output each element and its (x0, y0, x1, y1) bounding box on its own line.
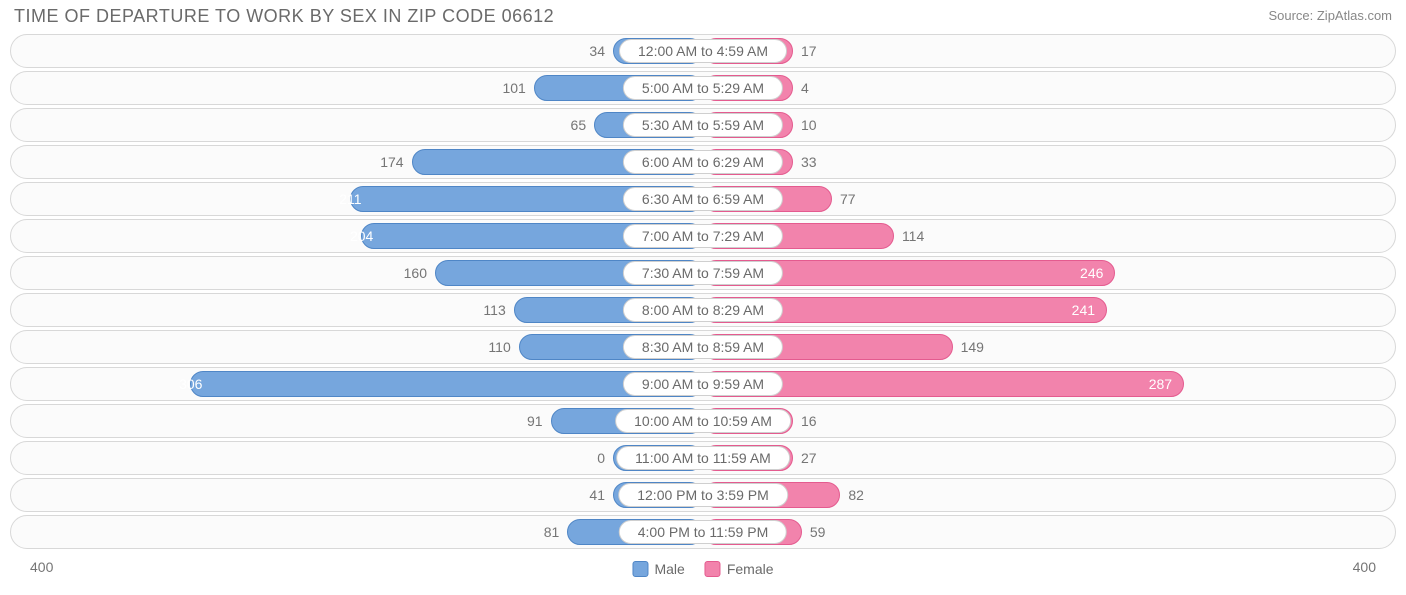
male-value: 91 (527, 413, 543, 429)
male-value: 174 (380, 154, 403, 170)
table-row: 306 287 9:00 AM to 9:59 AM (10, 367, 1396, 401)
category-label: 8:00 AM to 8:29 AM (623, 298, 783, 322)
table-row: 204 114 7:00 AM to 7:29 AM (10, 219, 1396, 253)
table-row: 211 77 6:30 AM to 6:59 AM (10, 182, 1396, 216)
male-value: 204 (350, 228, 373, 244)
category-label: 9:00 AM to 9:59 AM (623, 372, 783, 396)
female-value: 10 (801, 117, 817, 133)
female-value: 149 (961, 339, 984, 355)
category-label: 11:00 AM to 11:59 AM (616, 446, 790, 470)
category-label: 6:30 AM to 6:59 AM (623, 187, 783, 211)
female-value: 246 (1080, 265, 1103, 281)
legend-female-swatch (705, 561, 721, 577)
male-value: 0 (597, 450, 605, 466)
legend-male-swatch (632, 561, 648, 577)
category-label: 4:00 PM to 11:59 PM (619, 520, 787, 544)
legend-female-label: Female (727, 561, 774, 577)
male-value: 81 (544, 524, 560, 540)
female-value: 27 (801, 450, 817, 466)
chart-source: Source: ZipAtlas.com (1268, 8, 1392, 23)
table-row: 0 27 11:00 AM to 11:59 AM (10, 441, 1396, 475)
table-row: 110 149 8:30 AM to 8:59 AM (10, 330, 1396, 364)
legend-male-label: Male (654, 561, 684, 577)
legend-male: Male (632, 561, 684, 577)
male-value: 113 (483, 302, 505, 318)
female-value: 33 (801, 154, 817, 170)
table-row: 113 241 8:00 AM to 8:29 AM (10, 293, 1396, 327)
female-value: 287 (1149, 376, 1172, 392)
category-label: 5:00 AM to 5:29 AM (623, 76, 783, 100)
male-value: 160 (404, 265, 427, 281)
category-label: 6:00 AM to 6:29 AM (623, 150, 783, 174)
table-row: 81 59 4:00 PM to 11:59 PM (10, 515, 1396, 549)
legend-female: Female (705, 561, 774, 577)
male-value: 110 (488, 339, 510, 355)
chart-title: TIME OF DEPARTURE TO WORK BY SEX IN ZIP … (14, 6, 554, 27)
chart-container: TIME OF DEPARTURE TO WORK BY SEX IN ZIP … (0, 0, 1406, 595)
female-value: 77 (840, 191, 856, 207)
male-value: 306 (179, 376, 202, 392)
table-row: 160 246 7:30 AM to 7:59 AM (10, 256, 1396, 290)
male-value: 211 (339, 191, 361, 207)
category-label: 8:30 AM to 8:59 AM (623, 335, 783, 359)
category-label: 10:00 AM to 10:59 AM (615, 409, 791, 433)
male-value: 101 (502, 80, 525, 96)
table-row: 174 33 6:00 AM to 6:29 AM (10, 145, 1396, 179)
table-row: 101 4 5:00 AM to 5:29 AM (10, 71, 1396, 105)
table-row: 65 10 5:30 AM to 5:59 AM (10, 108, 1396, 142)
female-value: 241 (1072, 302, 1095, 318)
female-value: 4 (801, 80, 809, 96)
category-label: 7:30 AM to 7:59 AM (623, 261, 783, 285)
female-value: 59 (810, 524, 826, 540)
female-value: 16 (801, 413, 817, 429)
male-value: 34 (589, 43, 605, 59)
table-row: 91 16 10:00 AM to 10:59 AM (10, 404, 1396, 438)
axis-right-label: 400 (1353, 559, 1376, 575)
male-value: 41 (589, 487, 605, 503)
table-row: 34 17 12:00 AM to 4:59 AM (10, 34, 1396, 68)
category-label: 12:00 AM to 4:59 AM (619, 39, 787, 63)
legend: Male Female (632, 561, 773, 577)
table-row: 41 82 12:00 PM to 3:59 PM (10, 478, 1396, 512)
category-label: 5:30 AM to 5:59 AM (623, 113, 783, 137)
category-label: 12:00 PM to 3:59 PM (618, 483, 788, 507)
female-value: 82 (848, 487, 864, 503)
female-value: 114 (902, 228, 924, 244)
male-value: 65 (571, 117, 587, 133)
category-label: 7:00 AM to 7:29 AM (623, 224, 783, 248)
axis-left-label: 400 (30, 559, 53, 575)
female-value: 17 (801, 43, 817, 59)
chart-rows: 34 17 12:00 AM to 4:59 AM 101 4 5:00 AM to 5:… (10, 34, 1396, 552)
